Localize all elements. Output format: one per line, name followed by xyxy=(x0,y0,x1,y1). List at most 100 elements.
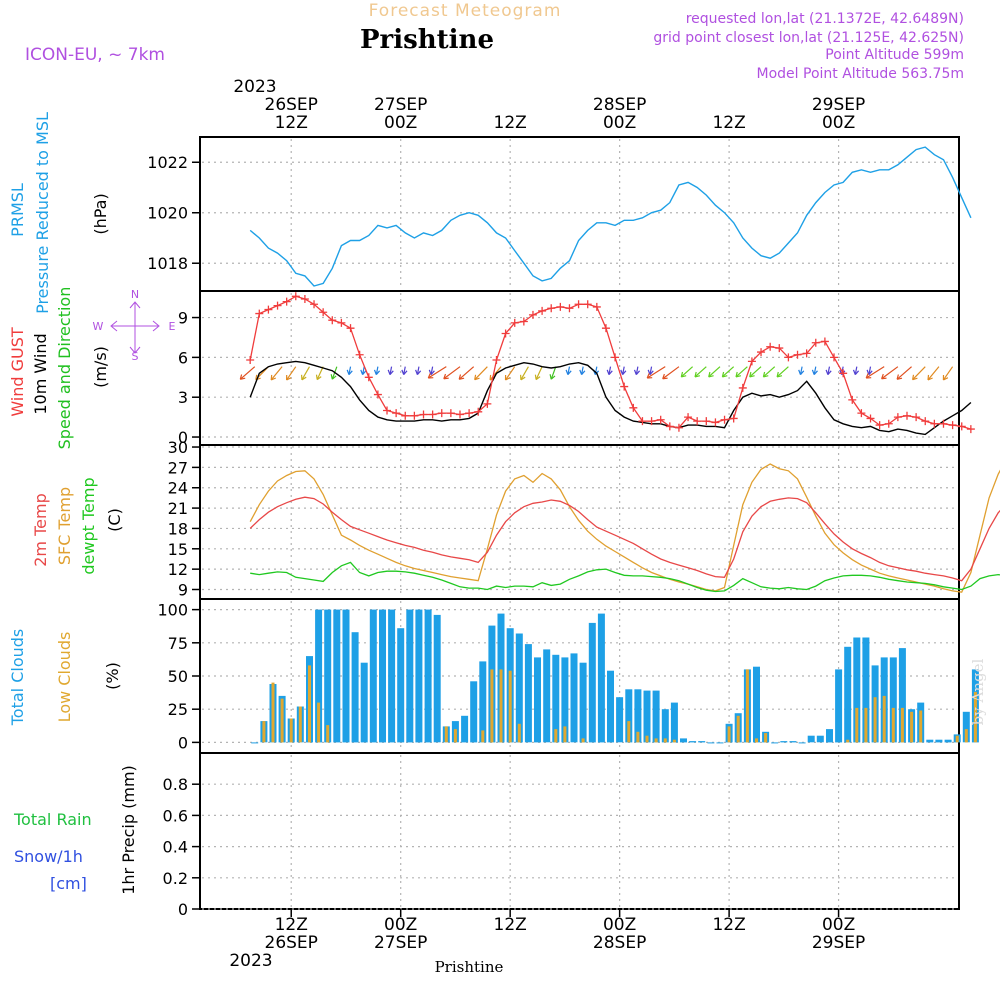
wind-arrow-head xyxy=(579,369,586,375)
low-cloud-bar xyxy=(736,715,740,743)
wind-gust-marker xyxy=(647,417,656,426)
low-cloud-bar xyxy=(645,735,649,743)
total-cloud-bar xyxy=(543,649,551,743)
wind-gust-line xyxy=(249,295,972,430)
low-cloud-bar xyxy=(271,682,275,743)
low-cloud-bar xyxy=(499,669,503,743)
wind-gust-marker xyxy=(373,390,382,399)
y-tick-label: 100 xyxy=(157,601,188,620)
total-rain-label: Total Rain xyxy=(13,810,92,829)
wind-gust-label: Wind GUST xyxy=(8,327,27,417)
wind-gust-marker xyxy=(921,417,930,426)
bottom-time-label: 00Z xyxy=(384,915,417,935)
top-time-label: 00Z xyxy=(384,113,417,133)
wind-direction-arrow xyxy=(389,366,393,375)
wind-arrow-head xyxy=(825,369,832,375)
total-cloud-bar xyxy=(579,662,587,743)
bottom-year-label: 2023 xyxy=(229,951,272,971)
wind-gust-marker xyxy=(510,318,519,327)
wind-gust-marker xyxy=(264,305,273,314)
y-tick-label: 27 xyxy=(168,458,188,477)
wind-direction-arrow xyxy=(868,366,872,375)
wind-gust-marker xyxy=(410,411,419,420)
temperature-grid xyxy=(202,446,957,597)
total-cloud-bar xyxy=(853,637,861,743)
low-cloud-bar xyxy=(910,711,914,743)
wind-gust-marker xyxy=(547,304,556,313)
wind-arrow-head xyxy=(633,369,641,375)
wind-direction-arrow xyxy=(646,366,666,379)
wind-gust-marker xyxy=(501,329,510,338)
bottom-date-label: 29SEP xyxy=(812,933,865,953)
y-tick-label: 9 xyxy=(178,581,188,600)
wind-gust-marker xyxy=(337,318,346,327)
total-cloud-bar xyxy=(898,648,906,743)
wind-gust-marker xyxy=(611,353,620,362)
y-tick-label: 25 xyxy=(168,700,188,719)
wind-direction-arrow xyxy=(799,366,803,375)
wind-arrow-head xyxy=(646,373,653,379)
wind-gust-marker xyxy=(957,422,966,431)
wind-arrow-head xyxy=(458,374,465,380)
compass-rose: N S W E xyxy=(93,288,176,363)
total-cloud-bar xyxy=(570,653,578,743)
wind-arrow-head xyxy=(301,374,307,381)
wind-direction-arrow xyxy=(896,366,912,380)
total-cloud-bar xyxy=(816,735,824,743)
total-cloud-bar xyxy=(479,661,487,743)
low-cloud-bar xyxy=(973,691,977,743)
y-tick-label: 75 xyxy=(168,634,188,653)
wind-direction-arrow xyxy=(749,366,762,378)
low-clouds-label: Low Clouds xyxy=(55,632,74,723)
wind-arrow-head xyxy=(239,374,246,380)
clouds-series xyxy=(251,609,979,744)
wind-arrow-head xyxy=(387,369,394,375)
total-cloud-bar xyxy=(826,729,833,743)
wind-arrow-head xyxy=(565,369,572,375)
total-cloud-bar xyxy=(251,742,259,744)
total-cloud-bar xyxy=(597,613,605,743)
low-cloud-bar xyxy=(864,707,868,743)
low-cloud-bar xyxy=(964,729,968,743)
low-cloud-bar xyxy=(672,739,676,743)
total-cloud-bar xyxy=(689,741,697,743)
low-cloud-bar xyxy=(453,729,457,743)
wind-arrow-head xyxy=(735,371,742,378)
wind-gust-marker xyxy=(519,317,528,326)
top-time-label: 12Z xyxy=(275,113,308,133)
wind-gust-marker xyxy=(875,421,884,430)
wind-gust-marker xyxy=(966,425,975,434)
top-time-label: 12Z xyxy=(712,113,745,133)
top-time-label: 12Z xyxy=(494,113,527,133)
wind-gust-marker xyxy=(766,342,775,351)
total-cloud-bar xyxy=(360,662,368,743)
clouds-grid xyxy=(202,601,957,751)
wind-arrow-head xyxy=(912,374,918,381)
top-date-label: 28SEP xyxy=(593,95,646,115)
wind-gust-marker xyxy=(729,414,738,423)
wind-direction-arrow xyxy=(474,366,488,381)
precip-frame xyxy=(199,752,960,910)
y-tick-label: 21 xyxy=(168,499,188,518)
wind-gust-marker xyxy=(893,413,902,422)
wind-arrow-head xyxy=(694,371,701,378)
wind-gust-marker xyxy=(455,410,464,419)
temp-sfc-label: SFC Temp xyxy=(55,487,74,565)
total-cloud-bar xyxy=(670,702,678,743)
low-cloud-bar xyxy=(298,706,302,743)
wind-direction-arrow xyxy=(881,366,899,380)
total-cloud-bar xyxy=(561,657,569,743)
total-cloud-bar xyxy=(643,690,651,743)
wind-direction-arrow xyxy=(505,366,516,381)
y-tick-label: 12 xyxy=(168,560,188,579)
wind-direction-arrow xyxy=(270,366,283,381)
clouds-unit-label: (%) xyxy=(103,662,122,690)
total-cloud-bar xyxy=(616,697,624,743)
total-cloud-bar xyxy=(753,666,760,743)
compass-north: N xyxy=(131,288,139,301)
wind-gust-marker xyxy=(538,306,547,315)
low-cloud-bar xyxy=(855,707,859,743)
total-cloud-bar xyxy=(534,657,541,743)
